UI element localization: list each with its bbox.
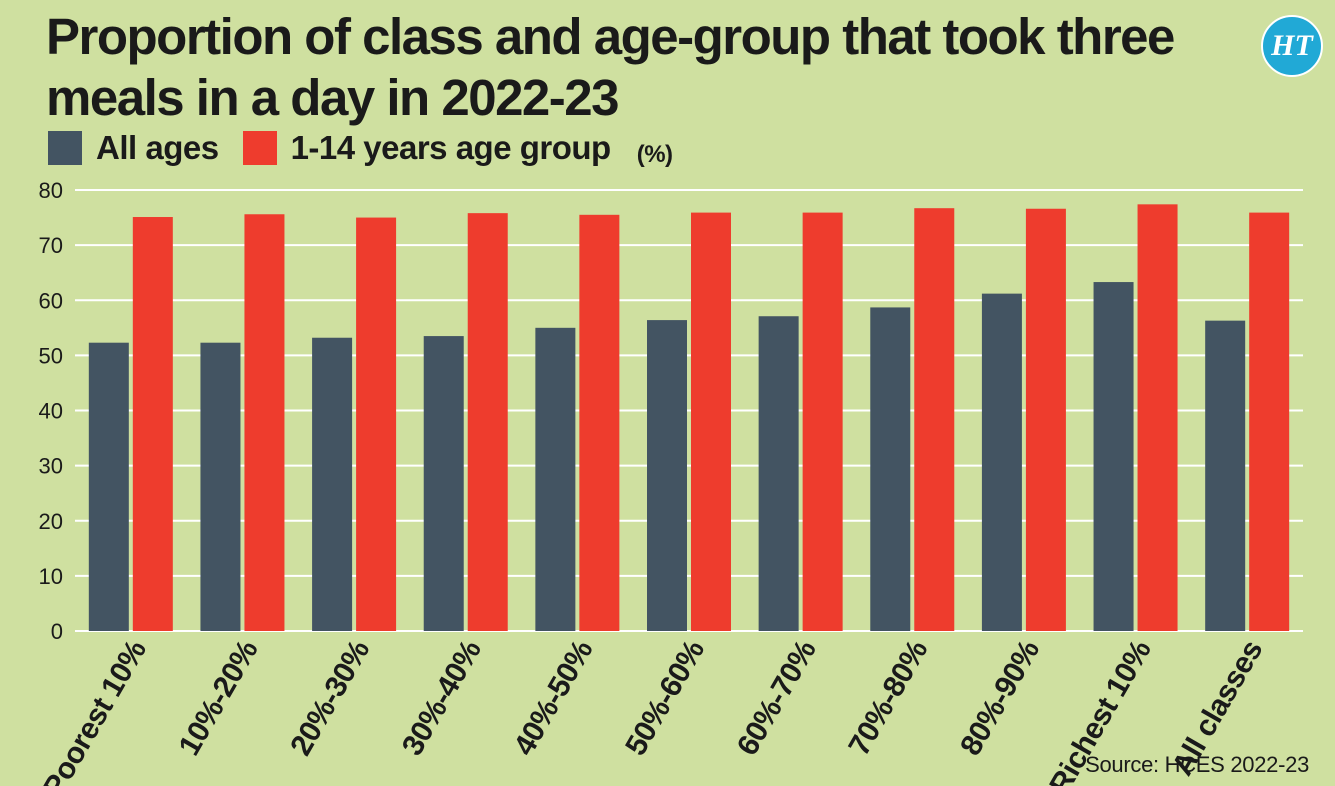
chart-title: Proportion of class and age-group that t…: [46, 8, 1175, 126]
bar-all-ages: [1093, 282, 1134, 631]
bar-child: [914, 208, 955, 631]
bar-all-ages: [88, 342, 129, 631]
bar-child: [467, 213, 508, 631]
bar-all-ages: [1205, 320, 1246, 631]
legend-item-all-ages: All ages: [48, 129, 219, 167]
x-tick-label: 20%-30%: [284, 635, 376, 761]
legend-swatch-all-ages: [48, 131, 82, 165]
bar-all-ages: [758, 316, 799, 631]
bar-all-ages: [981, 293, 1022, 631]
bar-all-ages: [312, 337, 353, 631]
legend-label-all-ages: All ages: [96, 129, 219, 166]
y-tick-label: 80: [39, 178, 63, 203]
legend-item-child: 1-14 years age group: [242, 129, 612, 167]
y-tick-label: 0: [51, 619, 63, 644]
x-tick-label: 10%-20%: [173, 635, 265, 761]
source-note: Source: HCES 2022-23: [1085, 752, 1309, 777]
bar-child: [1025, 208, 1066, 631]
y-tick-label: 10: [39, 564, 63, 589]
x-tick-label: Poorest 10%: [37, 635, 153, 786]
y-tick-label: 70: [39, 233, 63, 258]
bar-child: [132, 217, 173, 632]
bar-all-ages: [870, 307, 911, 631]
ht-logo: HT: [1261, 15, 1323, 77]
bar-child: [1137, 204, 1178, 631]
y-tick-label: 50: [39, 343, 63, 368]
legend: All ages 1-14 years age group (%): [48, 126, 673, 170]
y-tick-label: 30: [39, 454, 63, 479]
bar-child: [579, 214, 620, 631]
x-tick-label: 80%-90%: [954, 635, 1046, 761]
bar-child: [356, 217, 397, 631]
x-tick-label: 30%-40%: [396, 635, 488, 761]
x-tick-label: 40%-50%: [508, 635, 600, 761]
bar-child: [244, 214, 285, 631]
x-tick-label: 50%-60%: [619, 635, 711, 761]
y-tick-label: 20: [39, 509, 63, 534]
x-tick-label: 70%-80%: [842, 635, 934, 761]
unit-label: (%): [636, 141, 673, 168]
bar-child: [1249, 212, 1290, 631]
y-tick-label: 60: [39, 288, 63, 313]
legend-label-child: 1-14 years age group: [290, 129, 612, 166]
bar-all-ages: [423, 336, 464, 631]
x-tick-label: 60%-70%: [731, 635, 823, 761]
bar-all-ages: [200, 342, 241, 631]
legend-swatch-child: [242, 131, 277, 165]
bar-all-ages: [535, 327, 576, 631]
bar-child: [802, 212, 843, 631]
bar-child: [691, 212, 731, 631]
y-tick-label: 40: [39, 399, 63, 424]
bar-all-ages: [647, 320, 687, 631]
